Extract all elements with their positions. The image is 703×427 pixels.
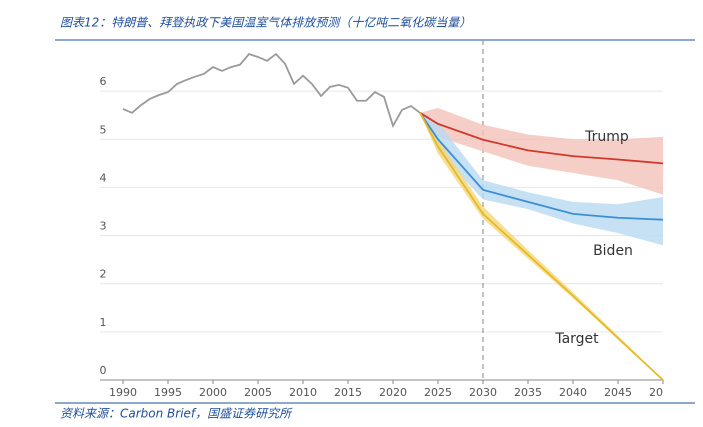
- x-tick-label: 2045: [604, 386, 632, 399]
- series-line: [122, 52, 421, 129]
- series-label: Biden: [593, 243, 633, 259]
- source: 资料来源：Carbon Brief，国盛证券研究所: [60, 407, 293, 421]
- x-tick-label: 1995: [154, 386, 182, 399]
- y-tick-label: 4: [100, 171, 107, 184]
- chart-title: 图表12：特朗普、拜登执政下美国温室气体排放预测（十亿吨二氧化碳当量）: [60, 16, 471, 30]
- y-tick-label: 2: [100, 268, 107, 281]
- x-tick-label: 2035: [514, 386, 542, 399]
- x-tick-label: 2000: [199, 386, 227, 399]
- series-line: [419, 112, 664, 165]
- x-tick-label: 2050: [649, 386, 677, 399]
- x-tick-label: 2020: [379, 386, 407, 399]
- plot: 0 1 2 3 4 5 6 1990 1995 2000 2005 2010 2015 2020 2025 2…: [100, 40, 677, 399]
- x-tick-label: 2010: [289, 386, 317, 399]
- uncertainty-band: [420, 112, 663, 246]
- series-line: [419, 112, 664, 381]
- y-tick-label: 6: [100, 75, 107, 88]
- y-tick-label: 0: [100, 364, 107, 377]
- y-tick-label: 5: [100, 123, 107, 136]
- y-tick-label: 1: [100, 316, 107, 329]
- series-line: [419, 112, 664, 221]
- x-tick-label: 2025: [424, 386, 452, 399]
- x-tick-label: 2030: [469, 386, 497, 399]
- x-tick-label: 2040: [559, 386, 587, 399]
- y-tick-label: 3: [100, 220, 107, 233]
- x-tick-label: 2015: [334, 386, 362, 399]
- series-label: Trump: [584, 129, 629, 145]
- series-label: Target: [554, 331, 599, 347]
- x-tick-label: 1990: [109, 386, 137, 399]
- x-tick-label: 2005: [244, 386, 272, 399]
